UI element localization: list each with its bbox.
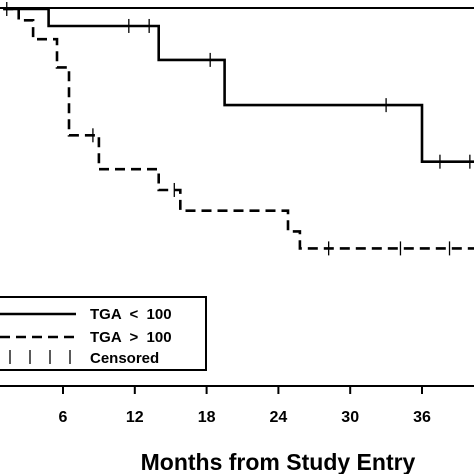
x-tick-label: 36 (413, 409, 431, 426)
x-tick-label: 30 (341, 409, 359, 426)
x-tick-label: 12 (126, 409, 144, 426)
legend-label: Censored (90, 350, 159, 367)
x-axis-title: Months from Study Entry (141, 449, 416, 474)
legend-label: TGA < 100 (90, 306, 172, 323)
plot-frame (0, 7, 474, 387)
x-tick-label: 6 (59, 409, 68, 426)
legend-label: TGA > 100 (90, 329, 172, 346)
series-line-tga-lt-100 (3, 7, 474, 163)
legend-box (0, 296, 207, 371)
legend: TGA < 100 TGA > 100 Censored (0, 296, 207, 371)
x-tick-label: 18 (198, 409, 216, 426)
series-line-tga-gt-100 (3, 7, 474, 250)
x-tick-label: 24 (270, 409, 288, 426)
